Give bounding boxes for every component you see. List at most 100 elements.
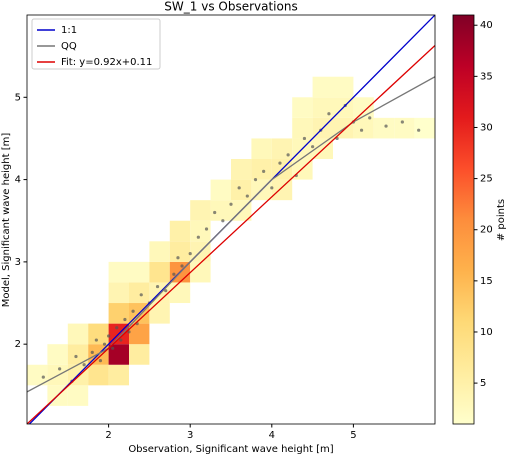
heat-cell: [169, 241, 191, 262]
heat-cell: [190, 261, 211, 283]
heat-cell: [251, 159, 272, 180]
legend-label: Fit: y=0.92x+0.11: [61, 57, 152, 68]
plot-frame: [26, 14, 436, 425]
colorbar: [452, 14, 475, 425]
heat-cell: [231, 159, 252, 180]
colorbar-tick-label: 15: [480, 276, 493, 287]
x-axis-label: Observation, Significant wave height [m]: [128, 444, 333, 455]
heat-cell: [373, 117, 395, 139]
x-tick-label: 2: [105, 430, 111, 441]
scatter-point: [253, 177, 258, 182]
scatter-point: [180, 264, 184, 268]
heat-cell: [27, 364, 48, 386]
heat-cell: [108, 282, 129, 304]
colorbar-tick-label: 10: [480, 327, 493, 338]
heat-cell: [312, 76, 333, 98]
scatter-point: [311, 145, 315, 149]
scatter-point: [164, 289, 168, 293]
scatter-point: [123, 317, 127, 322]
scatter-point: [82, 363, 86, 367]
scatter-point: [115, 326, 119, 330]
scatter-point: [127, 330, 131, 334]
heat-cell: [88, 323, 109, 345]
colorbar-tick-label: 20: [480, 225, 493, 236]
scatter-point: [327, 112, 331, 116]
scatter-point: [229, 202, 233, 206]
scatter-point: [221, 219, 225, 223]
scatter-point: [58, 367, 62, 371]
heat-cell: [251, 138, 272, 160]
heat-cell: [47, 344, 68, 365]
heat-cell: [292, 97, 313, 118]
heat-cell: [169, 220, 191, 242]
legend-box: [31, 18, 161, 70]
scatter-point: [155, 284, 160, 289]
heat-cell: [394, 117, 415, 139]
heat-cell: [67, 385, 89, 406]
scatter-point: [400, 120, 404, 124]
scatter-point: [270, 186, 274, 190]
heat-cell: [149, 261, 170, 283]
heat-cell: [333, 76, 354, 98]
scatter-point: [237, 186, 241, 190]
x-tick-label: 4: [269, 430, 275, 441]
scatter-point: [172, 272, 176, 276]
heat-cell: [88, 364, 109, 386]
scatter-point: [213, 210, 217, 215]
heat-cell: [414, 117, 435, 139]
legend-label: QQ: [61, 41, 77, 52]
heat-cell: [210, 200, 231, 221]
line: [27, 44, 435, 424]
scatter-point: [368, 116, 372, 120]
colorbar-tick-label: 30: [480, 122, 493, 133]
plot: [27, 15, 435, 424]
scatter-point: [74, 354, 78, 359]
colorbar-tick-label: 40: [480, 20, 493, 31]
heat-cell: [190, 220, 211, 242]
colorbar-tick-label: 35: [480, 71, 493, 82]
y-tick-label: 5: [15, 92, 21, 103]
scatter-point: [286, 153, 290, 157]
scatter-point: [131, 309, 135, 313]
scatter-point: [384, 124, 388, 128]
scatter-point: [359, 128, 364, 132]
x-tick-label: 5: [350, 430, 356, 441]
scatter-point: [107, 334, 111, 338]
scatter-point: [90, 350, 94, 355]
scatter-point: [111, 346, 115, 350]
scatter-point: [417, 128, 421, 132]
heat-cell: [353, 117, 374, 139]
heat-cell: [108, 364, 129, 386]
heat-cell: [67, 323, 89, 345]
y-tick-label: 3: [15, 257, 21, 268]
scatter-point: [176, 256, 180, 260]
scatter-point: [41, 375, 45, 379]
y-axis-label: Model, Significant wave height [m]: [1, 133, 12, 308]
heat-cell: [129, 282, 150, 304]
heat-cell: [333, 117, 354, 139]
scatter-point: [188, 252, 192, 256]
y-tick-label: 2: [15, 339, 21, 350]
heat-cell: [108, 261, 129, 283]
heat-cell: [149, 241, 170, 262]
scatter-point: [119, 338, 123, 342]
heat-cell: [149, 303, 170, 324]
heat-cell: [190, 200, 211, 221]
x-tick-label: 3: [187, 430, 193, 441]
scatter-point: [98, 359, 103, 363]
colorbar-tick-label: 25: [480, 174, 493, 185]
scatter-point: [139, 293, 143, 297]
scatter-point: [102, 342, 107, 346]
heat-cell: [210, 179, 231, 201]
scatter-point: [245, 194, 249, 198]
scatter-point: [196, 235, 200, 239]
scatter-point: [204, 227, 209, 231]
chart-title: SW_1 vs Observations: [164, 0, 297, 14]
heat-cell: [129, 261, 150, 283]
heat-cell: [271, 179, 293, 201]
colorbar-label: # points: [496, 199, 507, 241]
heat-cell: [292, 117, 313, 139]
heat-cell: [353, 97, 374, 118]
heat-cell: [67, 344, 89, 365]
